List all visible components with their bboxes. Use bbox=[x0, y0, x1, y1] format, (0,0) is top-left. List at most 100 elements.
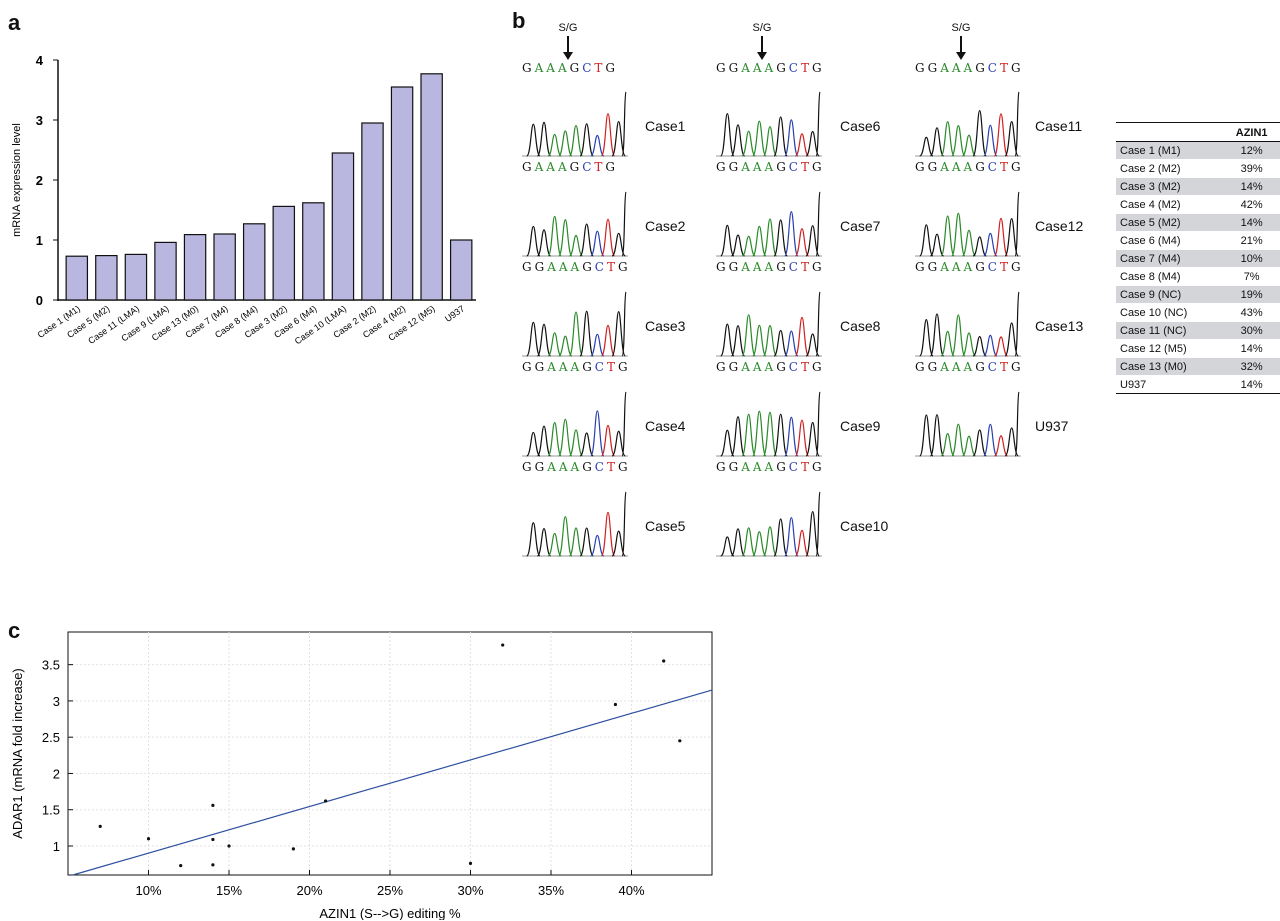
trace-peak bbox=[984, 125, 997, 156]
base-letter: G bbox=[1011, 260, 1024, 274]
case-name-cell: Case 13 (M0) bbox=[1116, 358, 1223, 376]
base-letter: G bbox=[618, 360, 631, 374]
sg-marker-label: S/G bbox=[941, 22, 981, 34]
base-letter: G bbox=[582, 360, 595, 374]
table-row: Case 1 (M1) 12% bbox=[1116, 142, 1280, 160]
y-tick-label: 1 bbox=[53, 839, 60, 854]
trace-peak bbox=[774, 519, 787, 556]
trace-peak bbox=[569, 430, 582, 456]
chromatogram-trace bbox=[716, 390, 822, 458]
base-letter: A bbox=[741, 61, 753, 75]
trace-peak bbox=[785, 120, 798, 156]
base-letter: T bbox=[1000, 260, 1011, 274]
trace-peak bbox=[601, 219, 614, 256]
trace-peak bbox=[973, 237, 986, 256]
editing-value-cell: 14% bbox=[1223, 376, 1280, 394]
trace-peak bbox=[962, 436, 975, 456]
base-letter: G bbox=[716, 160, 729, 174]
sg-marker-label: S/G bbox=[548, 22, 588, 34]
base-letter: G bbox=[729, 460, 742, 474]
base-letter: G bbox=[1011, 61, 1024, 75]
chromatogram-trace bbox=[915, 390, 1021, 458]
base-letter: A bbox=[535, 160, 547, 174]
base-letter: G bbox=[535, 460, 548, 474]
base-letter: C bbox=[582, 160, 594, 174]
trace-peak bbox=[731, 235, 744, 256]
chromatogram-trace bbox=[915, 290, 1021, 358]
trace-peak bbox=[601, 425, 614, 456]
editing-value-cell: 21% bbox=[1223, 232, 1280, 250]
trace-peak bbox=[721, 114, 734, 156]
base-letter: G bbox=[915, 160, 928, 174]
case-name-cell: Case 5 (M2) bbox=[1116, 214, 1223, 232]
editing-value-cell: 14% bbox=[1223, 340, 1280, 358]
trace-peak bbox=[774, 414, 787, 456]
base-letter: G bbox=[928, 260, 941, 274]
trace-peak bbox=[559, 336, 572, 356]
trace-peak bbox=[785, 518, 798, 556]
base-letter: G bbox=[812, 160, 825, 174]
trace-peak bbox=[548, 423, 561, 456]
trace-peak bbox=[548, 216, 561, 256]
trace-peak bbox=[601, 512, 614, 556]
table-row: Case 8 (M4) 7% bbox=[1116, 268, 1280, 286]
base-letter: G bbox=[1011, 360, 1024, 374]
trace-peak bbox=[785, 212, 798, 256]
table-row: Case 7 (M4) 10% bbox=[1116, 250, 1280, 268]
data-point bbox=[179, 864, 182, 867]
y-tick-label: 2.5 bbox=[42, 730, 60, 745]
base-letter: G bbox=[522, 61, 535, 75]
case-name-cell: Case 9 (NC) bbox=[1116, 286, 1223, 304]
trace-peak bbox=[548, 134, 561, 156]
y-tick-label: 1.5 bbox=[42, 803, 60, 818]
trace-peak bbox=[527, 432, 540, 456]
base-letter: A bbox=[952, 61, 964, 75]
base-letter: T bbox=[594, 61, 605, 75]
chromatogram-trace bbox=[716, 90, 822, 158]
case-name-cell: Case 1 (M1) bbox=[1116, 142, 1223, 160]
base-letter: A bbox=[571, 460, 583, 474]
x-tick-label: 40% bbox=[618, 883, 644, 898]
trace-peak bbox=[591, 535, 604, 556]
base-sequence: GGAAAGCTG bbox=[716, 460, 825, 474]
trace-peak bbox=[731, 326, 744, 356]
trace-peak bbox=[622, 392, 626, 456]
trace-peak bbox=[591, 334, 604, 356]
case-name-cell: Case 3 (M2) bbox=[1116, 178, 1223, 196]
base-letter: A bbox=[571, 260, 583, 274]
trace-peak bbox=[962, 333, 975, 356]
base-letter: T bbox=[801, 160, 812, 174]
trace-peak bbox=[984, 424, 997, 456]
trace-peak bbox=[537, 230, 550, 256]
trace-peak bbox=[591, 411, 604, 456]
trace-peak bbox=[774, 220, 787, 256]
base-sequence: GGAAAGCTG bbox=[915, 360, 1024, 374]
base-letter: A bbox=[741, 260, 753, 274]
trace-peak bbox=[795, 530, 808, 556]
base-sequence: GGAAAGCTG bbox=[915, 260, 1024, 274]
trace-peak bbox=[580, 224, 593, 256]
table-row: Case 12 (M5) 14% bbox=[1116, 340, 1280, 358]
base-letter: G bbox=[915, 260, 928, 274]
trace-peak bbox=[795, 229, 808, 256]
trace-peak bbox=[816, 292, 820, 356]
base-letter: A bbox=[765, 160, 777, 174]
case-name-cell: Case 7 (M4) bbox=[1116, 250, 1223, 268]
trace-peak bbox=[527, 322, 540, 356]
trace-peak bbox=[774, 330, 787, 356]
trace-peak bbox=[962, 230, 975, 256]
base-letter: G bbox=[535, 360, 548, 374]
data-point bbox=[469, 862, 472, 865]
case-label: Case4 bbox=[645, 418, 685, 434]
base-letter: A bbox=[952, 260, 964, 274]
data-point bbox=[227, 844, 230, 847]
base-letter: T bbox=[801, 260, 812, 274]
trace-peak bbox=[527, 124, 540, 156]
trace-peak bbox=[742, 528, 755, 556]
y-tick-label: 3 bbox=[53, 694, 60, 709]
editing-value-cell: 30% bbox=[1223, 322, 1280, 340]
x-tick-label: 15% bbox=[216, 883, 242, 898]
base-sequence: GGAAAGCTG bbox=[522, 460, 631, 474]
data-point bbox=[211, 838, 214, 841]
trace-peak bbox=[731, 417, 744, 456]
